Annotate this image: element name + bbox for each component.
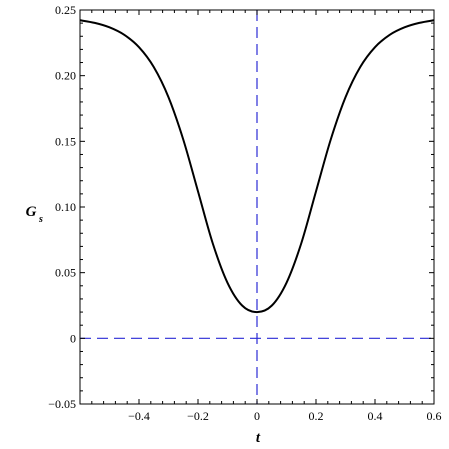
x-tick-label: 0.4: [368, 409, 383, 423]
y-tick-label: 0.05: [55, 266, 76, 280]
x-tick-label: 0: [254, 409, 260, 423]
x-tick-label: 0.6: [427, 409, 442, 423]
y-axis-label: G: [26, 204, 37, 220]
y-tick-label: 0.15: [55, 134, 76, 148]
x-axis-label: t: [256, 430, 261, 446]
x-tick-label: 0.2: [309, 409, 324, 423]
y-tick-label: 0.25: [55, 3, 76, 17]
y-axis-label-subscript: s: [38, 214, 43, 225]
reference-lines: [80, 10, 434, 404]
y-tick-label: 0.20: [55, 69, 76, 83]
series-line: [79, 19, 435, 314]
y-tick-label: 0: [70, 331, 76, 345]
y-tick-label: 0.10: [55, 200, 76, 214]
y-tick-label: −0.05: [48, 397, 76, 411]
x-axis-ticks: −0.4 −0.2 0 0.2 0.4 0.6: [79, 10, 442, 423]
y-axis-ticks: −0.05 0 0.05 0.10 0.15 0.20 0.25: [48, 3, 434, 411]
x-tick-label: −0.2: [187, 409, 209, 423]
x-tick-label: −0.4: [128, 409, 150, 423]
